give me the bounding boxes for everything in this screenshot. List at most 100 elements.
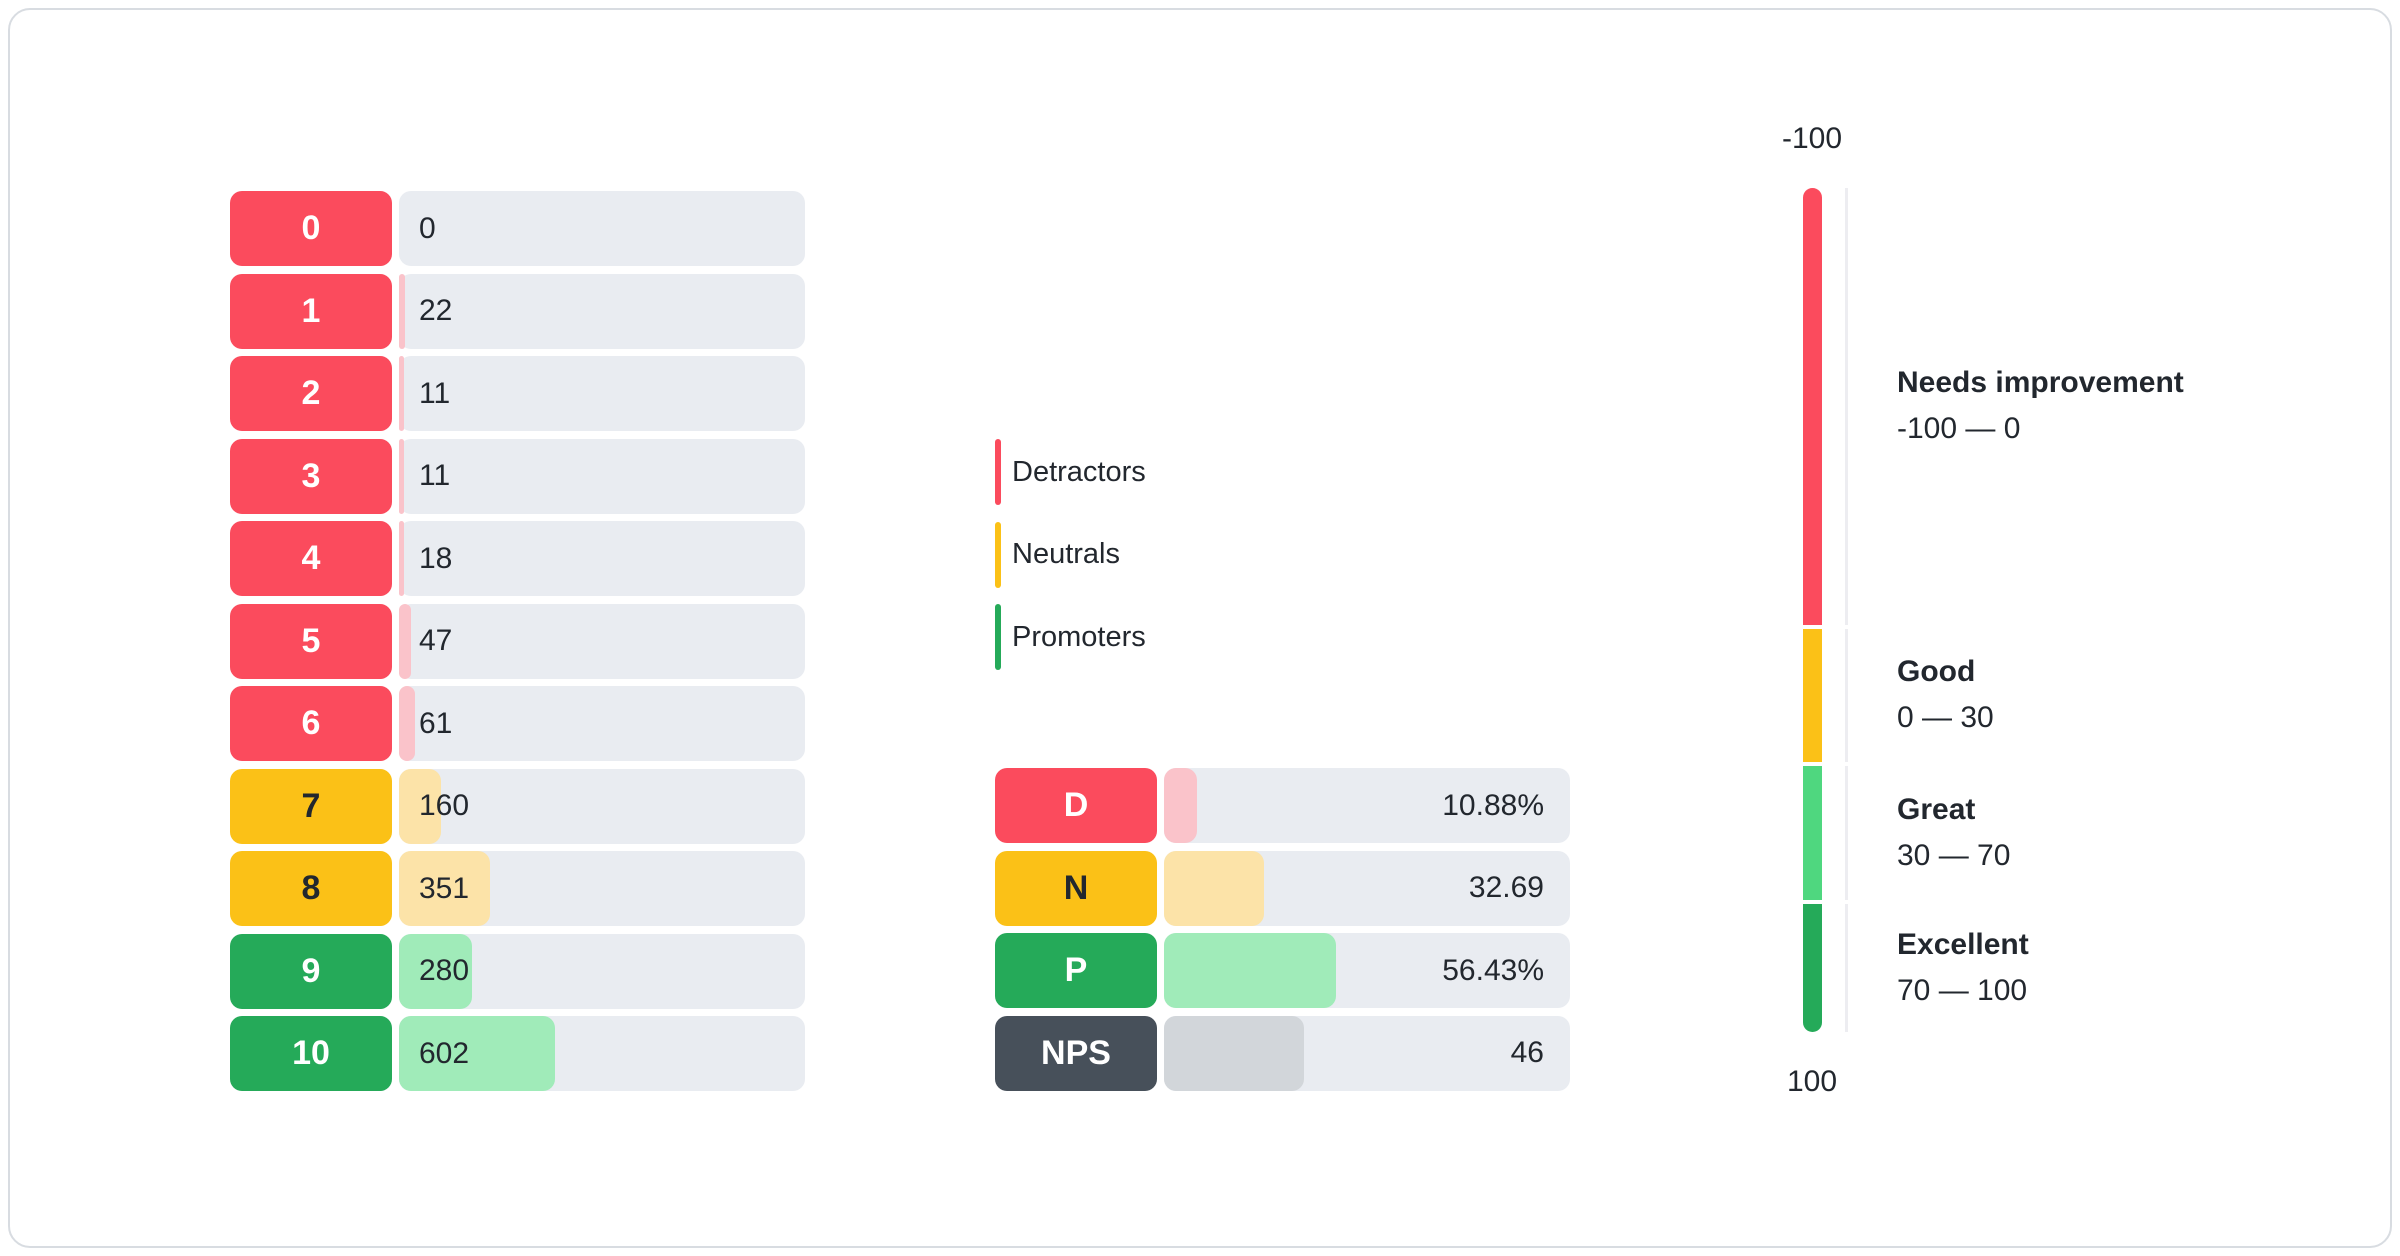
gauge-zone-range: 70 — 100: [1897, 974, 2028, 1007]
summary-bar-fill: [1164, 768, 1198, 843]
summary-bar-fill: [1164, 933, 1336, 1008]
legend-item-detractors: Detractors: [995, 439, 1146, 505]
score-badge-label: 1: [301, 291, 321, 330]
score-count: 0: [419, 211, 436, 245]
summary-badge-label: NPS: [1041, 1033, 1111, 1072]
score-badge-label: 9: [301, 951, 321, 990]
score-bar-fill: [399, 356, 404, 431]
score-badge: 9: [230, 933, 392, 1009]
gauge-min-label: -100: [1781, 122, 1843, 155]
score-badge-label: 2: [301, 374, 321, 412]
score-bar-track: 602: [399, 1016, 805, 1091]
summary-bar-fill: [1164, 850, 1264, 926]
score-badge-label: 0: [301, 209, 321, 247]
score-count: 280: [419, 954, 470, 987]
score-row-6: 6 61: [230, 686, 805, 761]
gauge-zone-excellent: [1803, 904, 1822, 1032]
score-count: 11: [419, 459, 451, 492]
summary-badge: P: [995, 933, 1157, 1008]
score-row-5: 5 47: [230, 603, 805, 679]
gauge-zone-title: Good: [1897, 655, 1976, 688]
score-badge: 10: [230, 1016, 392, 1091]
score-row-3: 3 11: [230, 438, 805, 514]
score-bar-track: 11: [399, 356, 805, 431]
summary-badge: D: [995, 768, 1157, 843]
score-badge-label: 5: [301, 621, 321, 660]
summary-row-nps: NPS 46: [995, 1015, 1570, 1091]
score-badge: 7: [230, 768, 392, 844]
summary-value: 32.69: [1468, 871, 1544, 904]
summary-bar-track: 32.69: [1164, 850, 1570, 926]
summary-row-d: D 10.88%: [995, 768, 1570, 843]
score-count: 61: [419, 706, 453, 740]
score-bar-fill: [399, 1016, 556, 1091]
score-bar-track: 351: [399, 851, 805, 926]
score-bar-fill: [399, 851, 491, 926]
legend-label: Promoters: [1012, 620, 1146, 653]
score-badge: 5: [230, 603, 392, 679]
gauge-zone-needs-improvement: [1803, 188, 1822, 625]
score-count: 22: [419, 294, 453, 327]
score-row-7: 7 160: [230, 768, 805, 844]
score-count: 18: [419, 541, 453, 575]
score-count: 160: [419, 789, 470, 822]
gauge-axis-segment: [1845, 629, 1848, 762]
summary-badge-label: N: [1063, 868, 1089, 907]
summary-badge: NPS: [995, 1015, 1157, 1091]
score-row-8: 8 351: [230, 851, 805, 926]
score-bar-track: 18: [399, 521, 805, 596]
gauge-zone-range: 30 — 70: [1897, 839, 2011, 872]
score-badge: 6: [230, 686, 392, 761]
score-badge: 4: [230, 521, 392, 596]
gauge-max-label: 100: [1786, 1065, 1838, 1098]
score-bar-track: 160: [399, 768, 805, 844]
gauge-zone-label-excellent: Excellent 70 — 100: [1897, 925, 2029, 1011]
nps-gauge-bar: [1803, 188, 1822, 1032]
summary-value: 56.43%: [1442, 953, 1544, 987]
score-distribution-chart: 0 0 1 22 2 11 3 11 4 18 5: [230, 191, 805, 1099]
score-bar-fill: [399, 521, 404, 596]
summary-bar-track: 46: [1164, 1015, 1570, 1091]
score-badge-label: 4: [301, 539, 321, 577]
legend-label: Detractors: [1012, 455, 1146, 488]
score-bar-fill: [399, 273, 405, 349]
score-badge: 2: [230, 356, 392, 431]
gauge-zone-title: Great: [1897, 793, 1976, 826]
summary-bar-track: 56.43%: [1164, 933, 1570, 1008]
score-badge-label: 3: [301, 456, 321, 495]
legend-item-neutrals: Neutrals: [995, 521, 1146, 588]
legend-color-bar-icon: [995, 604, 1001, 670]
score-bar-fill: [399, 438, 404, 514]
score-badge: 0: [230, 191, 392, 266]
gauge-axis-segment: [1845, 766, 1848, 900]
gauge-zone-label-good: Good 0 — 30: [1897, 652, 1994, 738]
legend-color-bar-icon: [995, 521, 1001, 588]
score-bar-fill: [399, 933, 472, 1009]
summary-value: 10.88%: [1442, 788, 1544, 822]
summary-bar-track: 10.88%: [1164, 768, 1570, 843]
gauge-zone-title: Needs improvement: [1897, 366, 2184, 399]
legend-item-promoters: Promoters: [995, 604, 1146, 670]
score-badge: 3: [230, 438, 392, 514]
legend-label: Neutrals: [1012, 538, 1120, 570]
score-badge-label: 7: [301, 786, 321, 825]
gauge-axis-line: [1845, 188, 1848, 1032]
summary-badge-label: D: [1063, 786, 1089, 824]
score-bar-fill: [399, 768, 441, 844]
gauge-zone-title: Excellent: [1897, 928, 2029, 961]
score-badge: 1: [230, 273, 392, 349]
score-badge-label: 8: [301, 869, 321, 907]
gauge-zone-range: 0 — 30: [1897, 701, 1994, 734]
score-row-9: 9 280: [230, 933, 805, 1009]
summary-row-p: P 56.43%: [995, 933, 1570, 1008]
gauge-axis-segment: [1845, 904, 1848, 1032]
gauge-zone-label-needs-improvement: Needs improvement -100 — 0: [1897, 363, 2184, 449]
gauge-axis-segment: [1845, 188, 1848, 625]
score-bar-track: 11: [399, 438, 805, 514]
summary-badge: N: [995, 850, 1157, 926]
gauge-zone-good: [1803, 629, 1822, 762]
summary-value: 46: [1510, 1036, 1544, 1069]
score-bar-track: 47: [399, 603, 805, 679]
score-row-4: 4 18: [230, 521, 805, 596]
